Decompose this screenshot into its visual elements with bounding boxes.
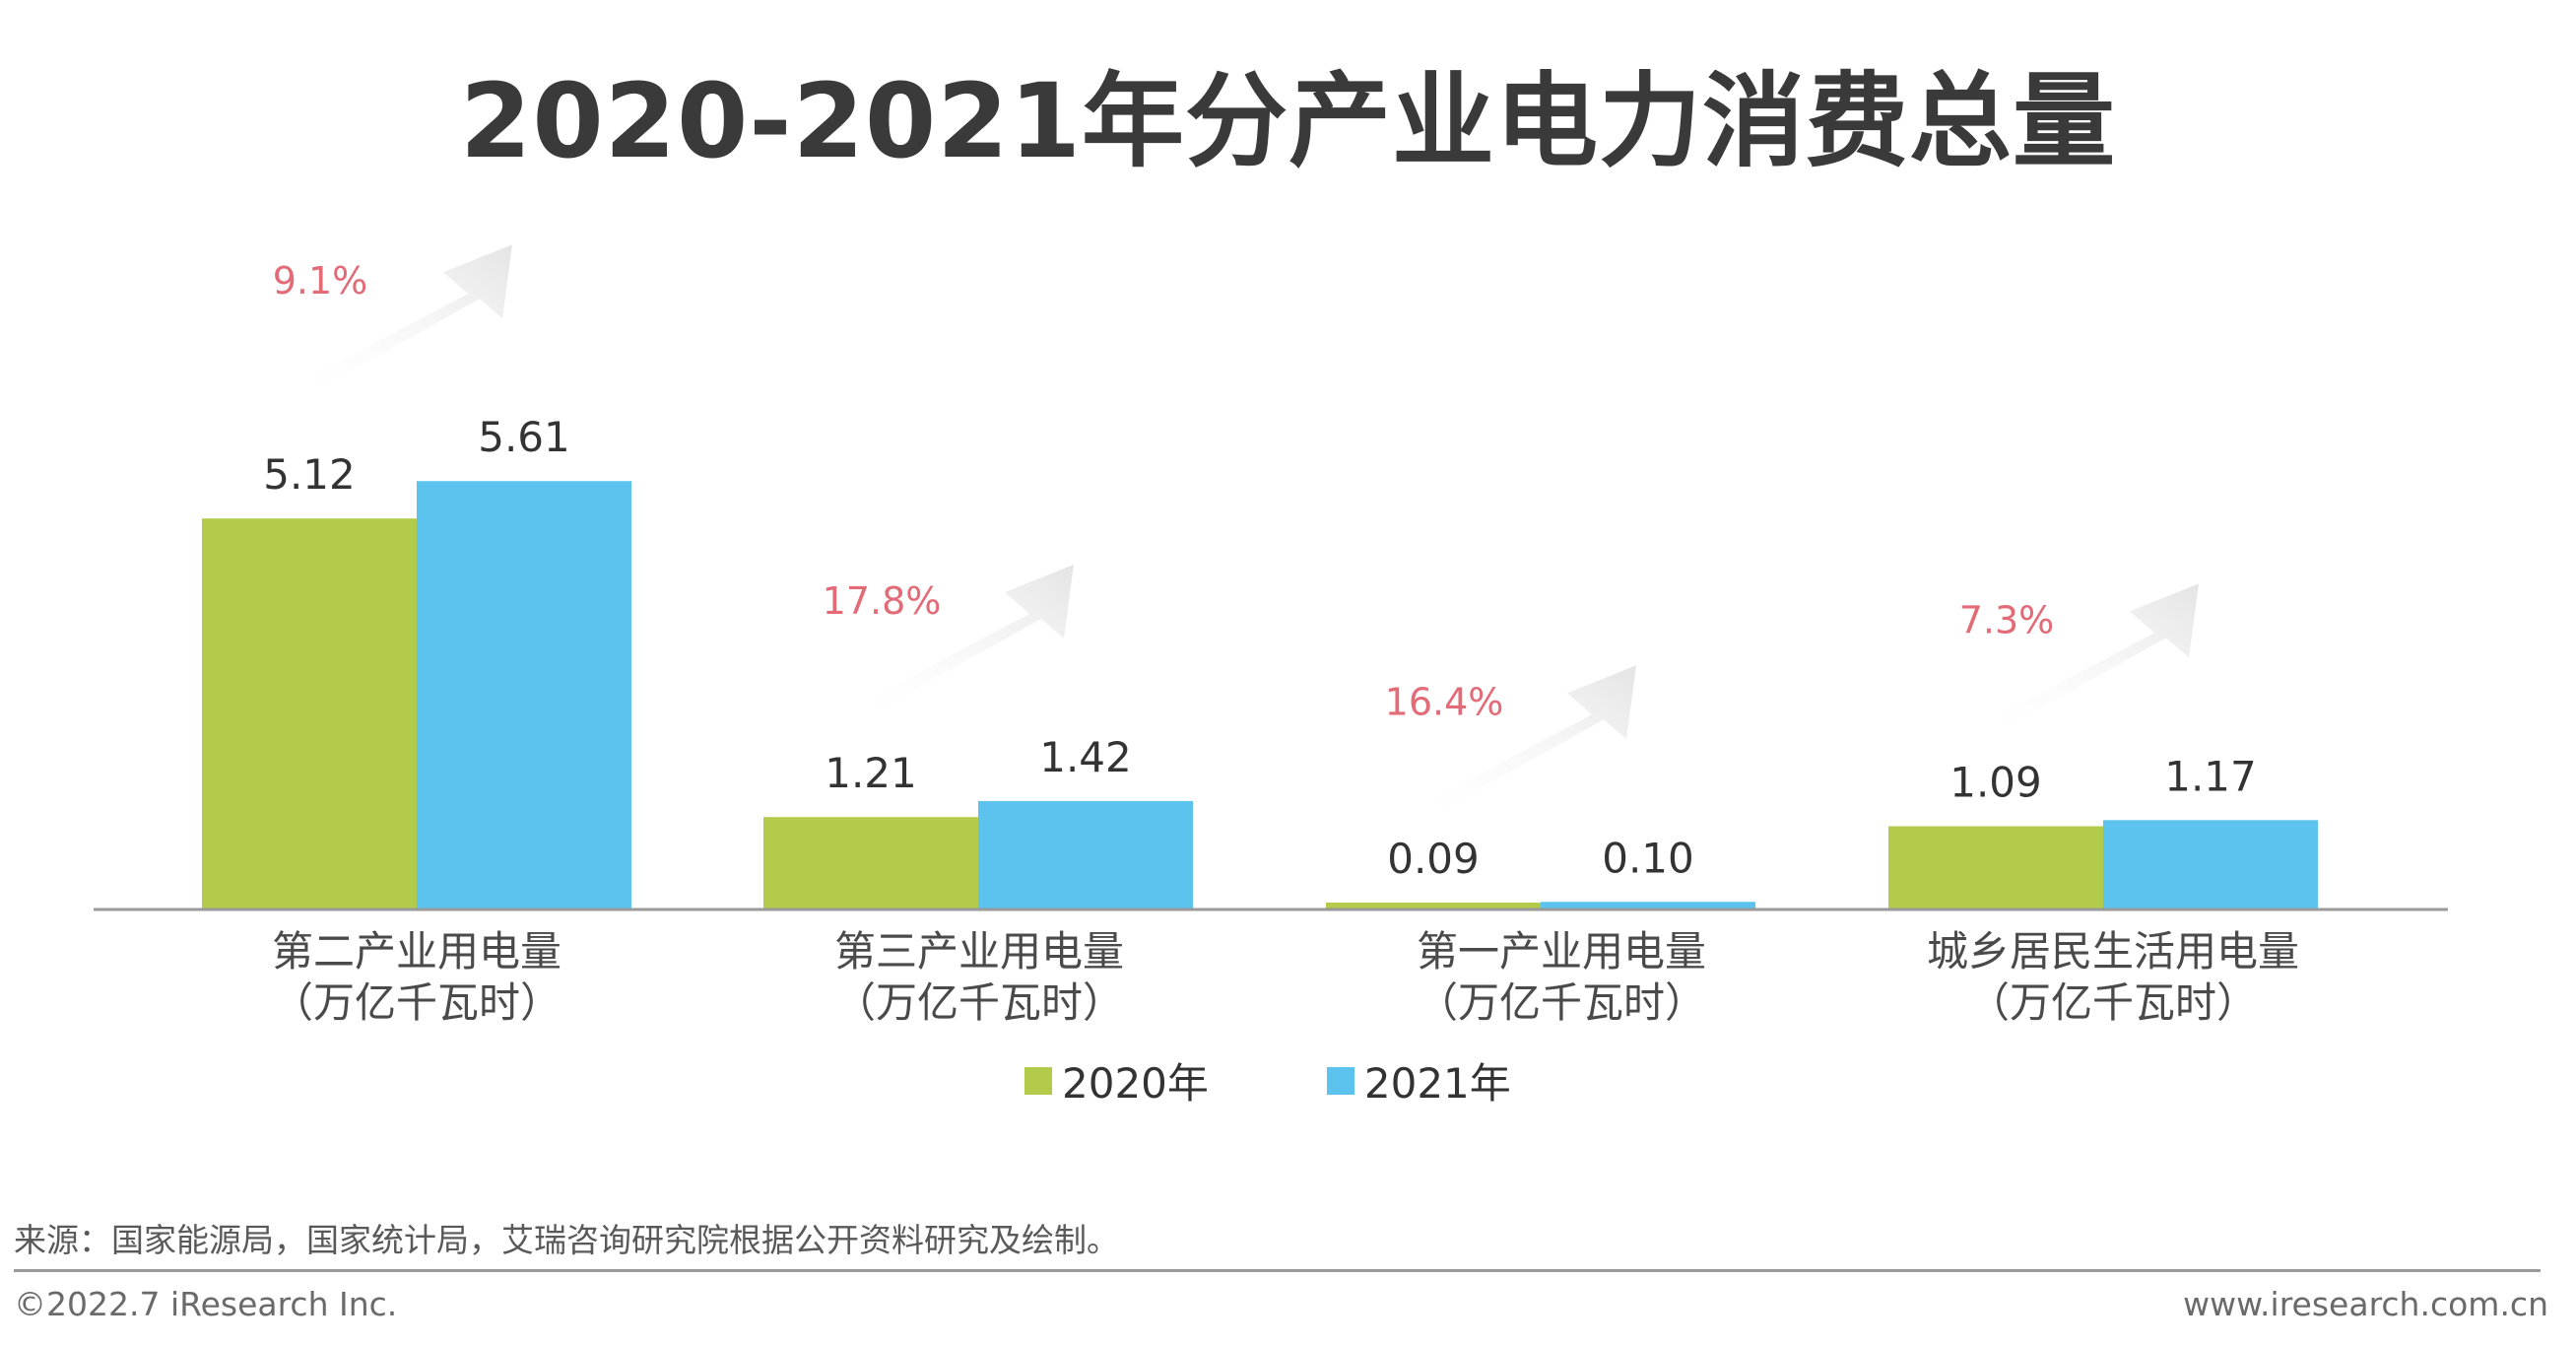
bar-primary-2021: [1541, 902, 1755, 909]
value-label-secondary-2021: 5.61: [478, 413, 570, 461]
growth-arrow-icon: [300, 244, 512, 391]
value-label-residential-2020: 1.09: [1949, 759, 2042, 807]
growth-label-tertiary: 17.8%: [823, 579, 942, 623]
value-label-tertiary-2021: 1.42: [1039, 733, 1132, 781]
legend-swatch-2021: [1326, 1066, 1354, 1095]
footer-divider: [14, 1269, 2541, 1272]
bar-residential-2021: [2103, 820, 2318, 909]
growth-label-primary: 16.4%: [1385, 680, 1504, 723]
value-label-primary-2020: 0.09: [1387, 835, 1480, 883]
growth-label-residential: 7.3%: [1959, 598, 2055, 641]
growth-arrow-icon: [1424, 665, 1636, 812]
growth-arrow-icon: [862, 564, 1074, 710]
value-label-secondary-2020: 5.12: [263, 450, 356, 499]
copyright-text: ©2022.7 iResearch Inc.: [14, 1285, 398, 1323]
bar-primary-2020: [1326, 903, 1541, 909]
category-label-unit: （万亿千瓦时）: [271, 978, 561, 1027]
category-label-unit: （万亿千瓦时）: [1416, 978, 1706, 1027]
category-label-unit: （万亿千瓦时）: [1967, 978, 2258, 1027]
bar-secondary-2021: [417, 481, 631, 909]
category-label-primary: 第一产业用电量 （万亿千瓦时）: [1266, 926, 1857, 1029]
bar-tertiary-2020: [763, 817, 978, 909]
category-label-line1: 第二产业用电量: [271, 927, 561, 976]
category-label-line1: 城乡居民生活用电量: [1926, 927, 2299, 976]
category-label-tertiary: 第三产业用电量 （万亿千瓦时）: [684, 926, 1275, 1029]
bar-residential-2020: [1888, 826, 2103, 909]
growth-label-secondary: 9.1%: [273, 259, 368, 303]
bar-tertiary-2021: [978, 800, 1193, 909]
source-note: 来源：国家能源局，国家统计局，艾瑞咨询研究院根据公开资料研究及绘制。: [14, 1221, 1119, 1259]
value-label-tertiary-2020: 1.21: [825, 749, 917, 797]
website-link: www.iresearch.com.cn: [2183, 1285, 2548, 1323]
category-label-line1: 第一产业用电量: [1416, 927, 1706, 976]
bar-secondary-2020: [202, 518, 417, 909]
chart-title: 2020-2021年分产业电力消费总量: [459, 61, 2117, 181]
value-label-primary-2021: 0.10: [1602, 834, 1694, 882]
legend: 2020年 2021年: [1024, 1050, 1629, 1110]
legend-label-2021: 2021年: [1363, 1059, 1511, 1108]
value-label-residential-2021: 1.17: [2164, 752, 2257, 800]
category-label-residential: 城乡居民生活用电量 （万亿千瓦时）: [1817, 926, 2409, 1029]
legend-item-2020: 2020年: [1024, 1050, 1209, 1110]
category-label-line1: 第三产业用电量: [833, 927, 1124, 976]
category-label-secondary: 第二产业用电量 （万亿千瓦时）: [121, 926, 712, 1029]
legend-label-2020: 2020年: [1062, 1059, 1209, 1108]
legend-swatch-2020: [1024, 1066, 1052, 1095]
legend-item-2021: 2021年: [1326, 1050, 1511, 1110]
category-label-unit: （万亿千瓦时）: [833, 978, 1124, 1027]
growth-arrow-icon: [1987, 583, 2199, 730]
